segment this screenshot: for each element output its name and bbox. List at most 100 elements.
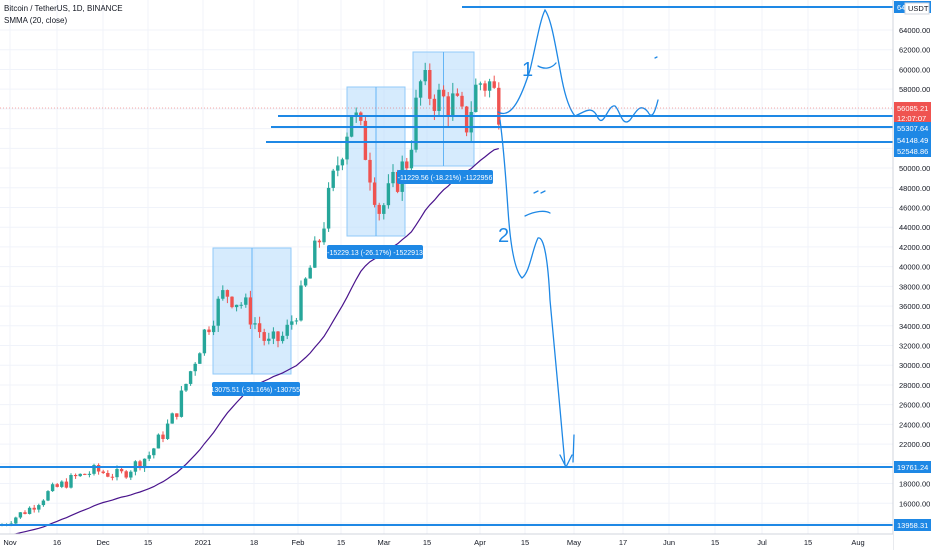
horizontal-lines[interactable]	[0, 6, 893, 526]
candle-body	[110, 476, 115, 478]
candle-body	[474, 84, 478, 112]
annotation-numbers: 12	[498, 59, 533, 247]
time-tick-label: Mar	[378, 538, 391, 547]
level-badge-bg	[894, 145, 931, 157]
candle-body	[368, 159, 372, 183]
price-tick-label: 26000.00	[899, 401, 930, 410]
price-tick-label: 24000.00	[899, 420, 930, 429]
freehand-stroke	[654, 56, 658, 59]
candle-body	[460, 95, 464, 107]
price-tick-label: 50000.00	[899, 164, 930, 173]
candle-body	[391, 171, 395, 184]
level-badge: 52548.86	[897, 147, 928, 156]
freehand-stroke	[537, 62, 557, 69]
time-axis[interactable]: Nov 16 Dec 15 2021 18 Feb 15 Mar 15 Apr 15 May 17 Jun 1…	[0, 533, 893, 550]
time-tick-label: 15	[423, 538, 431, 547]
time-tick-label: Nov	[3, 538, 17, 547]
candle-body	[188, 371, 193, 384]
price-tick-label: 48000.00	[899, 184, 930, 193]
indicator-label[interactable]: SMMA (20, close)	[4, 16, 68, 25]
candle-body	[267, 338, 271, 341]
time-tick-label: Aug	[851, 538, 864, 547]
time-tick-label: Apr	[474, 538, 486, 547]
price-tick-label: 18000.00	[899, 480, 930, 489]
price-tick-label: 32000.00	[899, 342, 930, 351]
candle-body	[487, 81, 492, 91]
candle-body	[446, 96, 450, 117]
candle-body	[428, 70, 432, 99]
candle-body	[290, 321, 294, 325]
candle-body	[248, 297, 253, 325]
time-tick-label: 15	[521, 538, 529, 547]
measure-label: -13075.51 (-31.16%) -1307551	[208, 387, 304, 394]
candle-body	[308, 267, 312, 279]
candle-body	[326, 187, 331, 229]
price-tick-label: 46000.00	[899, 203, 930, 212]
symbol-label[interactable]: Bitcoin / TetherUS, 1D, BINANCE	[4, 4, 123, 13]
price-tick-label: 22000.00	[899, 440, 930, 449]
price-tick-label: 28000.00	[899, 381, 930, 390]
time-tick-label: 15	[144, 538, 152, 547]
candle-body	[129, 471, 133, 478]
candle-body	[469, 111, 473, 133]
time-tick-label: Jun	[663, 538, 675, 547]
candle-body	[405, 161, 409, 169]
countdown-badge-bg	[894, 112, 931, 124]
price-axis-bg	[893, 0, 932, 550]
time-tick-label: 15	[711, 538, 719, 547]
time-tick-label: 18	[250, 538, 258, 547]
countdown-badge: 12:07:07	[897, 114, 926, 123]
candle-body	[207, 329, 211, 333]
candlestick-series	[0, 62, 501, 527]
price-tick-label: 60000.00	[899, 65, 930, 74]
freehand-stroke	[524, 210, 551, 217]
candle-body	[156, 434, 161, 449]
candle-body	[455, 93, 460, 96]
candle-body	[161, 434, 165, 439]
candle-body	[418, 81, 423, 98]
candle-body	[106, 473, 110, 477]
freehand-stroke	[497, 8, 576, 117]
currency-chip: USDT	[908, 4, 929, 13]
candle-body	[32, 507, 36, 510]
candle-body	[386, 183, 391, 206]
candle-body	[23, 512, 27, 514]
candle-body	[303, 278, 308, 286]
candle-body	[285, 324, 289, 336]
candle-body	[354, 112, 358, 117]
candle-body	[46, 491, 50, 501]
candle-body	[257, 323, 262, 333]
price-tick-label: 42000.00	[899, 243, 930, 252]
candle-body	[78, 473, 82, 477]
candle-body	[492, 81, 496, 88]
candle-body	[115, 468, 119, 478]
measure-label-bg	[327, 245, 423, 259]
measure-label: -15229.13 (-26.17%) -1522913	[327, 250, 423, 257]
current-price-badge: 56085.21	[897, 104, 928, 113]
candle-body	[313, 240, 317, 268]
candle-body	[170, 413, 174, 424]
candle-body	[216, 298, 220, 326]
annotation-number: 2	[498, 225, 509, 247]
measure-label-bg	[212, 382, 300, 396]
time-axis-bg	[0, 534, 893, 550]
candle-body	[41, 500, 46, 506]
time-tick-label: 17	[619, 538, 627, 547]
freehand-stroke	[533, 190, 546, 194]
candle-body	[142, 458, 147, 469]
candle-body	[437, 89, 441, 111]
level-badge-bg	[894, 461, 931, 473]
candle-body	[423, 70, 427, 82]
candle-body	[165, 423, 170, 439]
candle-body	[60, 481, 64, 487]
candle-body	[271, 331, 276, 339]
candle-body	[382, 205, 386, 214]
price-tick-label: 58000.00	[899, 85, 930, 94]
price-tick-label: 64000.00	[899, 26, 930, 35]
candle-body	[262, 332, 266, 341]
level-badge: 19761.24	[897, 463, 928, 472]
candle-body	[87, 473, 92, 475]
candle-body	[96, 465, 101, 472]
level-badge-bg	[894, 134, 931, 146]
